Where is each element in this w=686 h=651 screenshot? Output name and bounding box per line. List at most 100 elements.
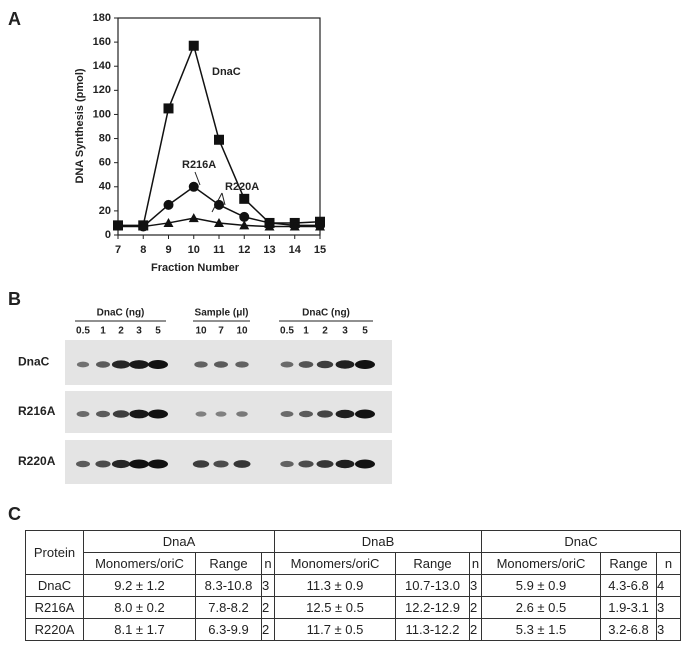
y-tick-label: 80 [99, 132, 111, 144]
blot-band [335, 409, 355, 419]
marker [163, 103, 174, 114]
table-cell: 8.1 ± 1.7 [83, 618, 196, 641]
table-cell: DnaC [481, 530, 681, 553]
blot-band [148, 360, 168, 369]
marker [188, 40, 199, 51]
x-axis-label: Fraction Number [151, 262, 240, 274]
table-cell: 2 [469, 618, 482, 641]
table-cell: 6.3-9.9 [195, 618, 262, 641]
table-cell: 5.3 ± 1.5 [481, 618, 601, 641]
table-cell: 3 [469, 574, 482, 597]
lane-label: 1 [100, 326, 106, 337]
table-cell: 4.3-6.8 [600, 574, 657, 597]
lane-group-label: DnaC (ng) [302, 308, 350, 319]
blot-band [111, 459, 131, 469]
x-tick-label: 10 [188, 244, 200, 256]
lane-label: 0.5 [280, 326, 294, 337]
table-cell: 2 [469, 596, 482, 619]
marker [188, 181, 199, 192]
table-cell: Range [600, 552, 657, 575]
blot-band [298, 361, 314, 368]
lane-label: 0.5 [76, 326, 90, 337]
marker [315, 221, 325, 231]
series-label: R220A [225, 181, 259, 193]
table-cell: n [469, 552, 482, 575]
blot-band [129, 360, 149, 369]
table-cell: 3 [261, 574, 275, 597]
lane-group-label: DnaC (ng) [97, 308, 145, 319]
lane-label: 5 [155, 326, 161, 337]
table-cell: 11.7 ± 0.5 [274, 618, 396, 641]
blot-band [76, 411, 90, 417]
table-cell: 2 [261, 596, 275, 619]
table-cell: Monomers/oriC [83, 552, 196, 575]
blot-band [194, 361, 208, 368]
marker [239, 211, 250, 222]
lane-label: 5 [362, 326, 368, 337]
lane-label: 10 [236, 326, 248, 337]
table-cell: n [656, 552, 681, 575]
table-cell: DnaA [83, 530, 275, 553]
blot-band [280, 411, 294, 417]
table-cell: 12.2-12.9 [395, 596, 470, 619]
series-label: R216A [182, 159, 216, 171]
blot-band [192, 460, 210, 468]
blot-row-label: DnaC [18, 355, 50, 369]
lane-group-label: Sample (μl) [195, 308, 249, 319]
lane-label: 7 [218, 326, 224, 337]
table-cell: 1.9-3.1 [600, 596, 657, 619]
marker [289, 221, 300, 231]
marker [214, 217, 224, 227]
table-cell: Range [395, 552, 470, 575]
annotation-leader [221, 192, 226, 206]
x-tick-label: 15 [314, 244, 326, 256]
blot-band [195, 411, 207, 417]
y-tick-label: 120 [93, 84, 111, 96]
blot-row-label: R220A [18, 454, 56, 468]
table-row: R220A 8.1 ± 1.7 6.3-9.9 2 11.7 ± 0.5 11.3-12.… [25, 618, 681, 641]
marker [264, 221, 275, 231]
panel-label: A [8, 9, 21, 29]
table-row: R216A 8.0 ± 0.2 7.8-8.2 2 12.5 ± 0.5 12.2-12.… [25, 596, 681, 619]
table-cell: DnaC [25, 574, 84, 597]
y-axis-label: DNA Synthesis (pmol) [74, 68, 86, 183]
table-cell: 7.8-8.2 [195, 596, 262, 619]
blot-band [213, 460, 229, 468]
y-tick-label: 0 [105, 229, 111, 241]
blot-band [233, 460, 251, 468]
blot-band [235, 361, 249, 368]
table-row: Monomers/oriC Range n Monomers/oriC Range n Mo… [26, 552, 681, 575]
table-cell: 4 [656, 574, 681, 597]
blot-band [76, 361, 90, 368]
lane-label: 3 [136, 326, 142, 337]
blot-band [317, 410, 333, 418]
table-cell: 5.9 ± 0.9 [481, 574, 601, 597]
table-cell: 11.3 ± 0.9 [274, 574, 396, 597]
table-cell: 12.5 ± 0.5 [274, 596, 396, 619]
blot-band [355, 409, 375, 419]
y-tick-label: 40 [99, 181, 111, 193]
y-tick-label: 140 [93, 60, 111, 72]
marker [239, 220, 250, 230]
x-tick-label: 7 [115, 244, 121, 256]
panel-label: C [8, 504, 21, 520]
blot-band [148, 459, 168, 469]
blot-band [148, 409, 168, 419]
table-cell: DnaB [274, 530, 482, 553]
marker [113, 221, 123, 231]
table-cell: Monomers/oriC [274, 552, 396, 575]
annotation-leader [194, 171, 201, 186]
figure: A B C Fraction Number DNA Synthesis (pmo… [8, 9, 392, 520]
y-tick-label: 20 [99, 205, 111, 217]
blot-band [355, 459, 375, 469]
lane-label: 2 [118, 326, 124, 337]
marker [214, 134, 224, 145]
blot-band [96, 361, 110, 368]
blot-row-label: R216A [18, 404, 56, 418]
x-tick-label: 8 [140, 244, 146, 256]
lane-label: 1 [303, 326, 309, 337]
blot-band [96, 410, 110, 418]
blot-band [316, 460, 334, 468]
table-cell: n [261, 552, 275, 575]
